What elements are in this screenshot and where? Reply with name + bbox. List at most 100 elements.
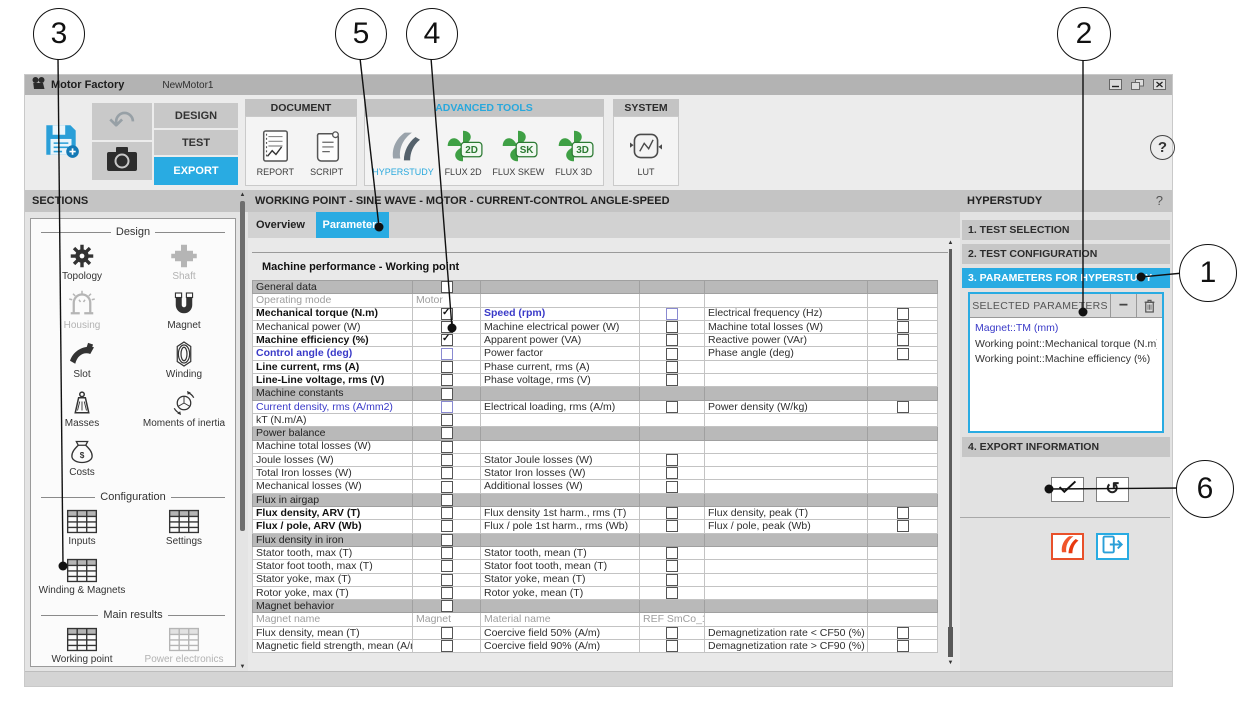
- tool-lut-button[interactable]: LUT: [624, 126, 668, 177]
- checkbox[interactable]: [666, 480, 678, 493]
- checkbox[interactable]: [666, 560, 678, 573]
- selected-parameter-item[interactable]: Working point::Mechanical torque (N.m): [975, 337, 1157, 350]
- sidebar-item-masses[interactable]: Masses: [31, 386, 133, 435]
- sidebar-item-working-point[interactable]: Working point: [31, 622, 133, 666]
- sidebar-item-topology[interactable]: Topology: [31, 239, 133, 288]
- hyperstudy-step-1[interactable]: 1. TEST SELECTION: [962, 220, 1170, 240]
- checkbox[interactable]: [666, 547, 678, 559]
- checkbox[interactable]: [666, 520, 678, 533]
- scrollbar-thumb[interactable]: [948, 627, 953, 657]
- section-checkbox[interactable]: [440, 387, 453, 400]
- checkbox[interactable]: [666, 321, 678, 333]
- close-button-icon[interactable]: [1153, 79, 1166, 90]
- hyperstudy-step-3[interactable]: 3. PARAMETERS FOR HYPERSTUDY: [962, 268, 1170, 288]
- section-checkbox[interactable]: [440, 281, 453, 293]
- scroll-down-icon[interactable]: ▼: [947, 660, 954, 666]
- checkbox[interactable]: [666, 627, 678, 639]
- tool-flux-skew-button[interactable]: SK FLUX SKEW: [492, 126, 544, 177]
- tab-parameters[interactable]: Parameters: [316, 212, 389, 238]
- tab-overview[interactable]: Overview: [256, 219, 305, 231]
- checkbox[interactable]: [440, 520, 453, 533]
- restore-button-icon[interactable]: [1131, 79, 1144, 90]
- sidebar-item-inputs[interactable]: Inputs: [31, 504, 133, 553]
- checkbox[interactable]: [440, 374, 453, 386]
- tool-hyperstudy-button[interactable]: HYPERSTUDY: [372, 126, 434, 177]
- scrollbar-track[interactable]: [949, 249, 952, 646]
- checkbox[interactable]: [666, 361, 678, 373]
- checkbox[interactable]: [440, 467, 453, 479]
- main-scrollbar[interactable]: ▲ ▼: [946, 240, 955, 666]
- checkbox[interactable]: [896, 348, 909, 360]
- sidebar-item-winding-magnets[interactable]: Winding & Magnets: [31, 553, 133, 602]
- checkbox[interactable]: [896, 640, 909, 652]
- sidebar-scrollbar[interactable]: ▲ ▼: [238, 192, 247, 670]
- open-hyperstudy-button[interactable]: [1051, 533, 1084, 560]
- minimize-button-icon[interactable]: [1109, 79, 1122, 90]
- undo-button[interactable]: ↶: [92, 103, 152, 140]
- tool-report-button[interactable]: REPORT: [253, 126, 297, 177]
- checkbox[interactable]: [896, 507, 909, 519]
- checkbox[interactable]: [666, 507, 678, 519]
- scroll-up-icon[interactable]: ▲: [947, 240, 954, 246]
- checkbox[interactable]: [440, 441, 453, 453]
- checkbox[interactable]: [666, 308, 678, 320]
- checkbox[interactable]: [896, 321, 909, 333]
- section-checkbox[interactable]: [440, 494, 453, 506]
- help-button[interactable]: ?: [1150, 135, 1175, 160]
- sidebar-item-slot[interactable]: Slot: [31, 337, 133, 386]
- sidebar-item-winding[interactable]: Winding: [133, 337, 235, 386]
- checkbox[interactable]: [440, 348, 453, 360]
- checkbox[interactable]: [896, 308, 909, 320]
- checkbox[interactable]: [440, 507, 453, 519]
- tool-flux-3d-button[interactable]: 3D FLUX 3D: [552, 126, 596, 177]
- validate-button[interactable]: [1051, 477, 1084, 502]
- scrollbar-thumb[interactable]: [240, 201, 245, 531]
- checkbox[interactable]: [440, 640, 453, 652]
- sidebar-item-settings[interactable]: Settings: [133, 504, 235, 553]
- checkbox[interactable]: [440, 480, 453, 493]
- selected-parameter-item[interactable]: Magnet::TM (mm): [975, 322, 1059, 334]
- checkbox[interactable]: [666, 348, 678, 360]
- tool-flux-2d-button[interactable]: 2D FLUX 2D: [441, 126, 485, 177]
- panel-help-button[interactable]: ?: [1155, 193, 1163, 208]
- checkbox[interactable]: [666, 401, 678, 413]
- checkbox[interactable]: [440, 414, 453, 426]
- export-button[interactable]: [1096, 533, 1129, 560]
- checkbox[interactable]: [666, 334, 678, 346]
- checkbox[interactable]: [440, 627, 453, 639]
- checkbox[interactable]: [440, 334, 453, 346]
- checkbox[interactable]: [440, 361, 453, 373]
- checkbox[interactable]: [666, 374, 678, 386]
- scroll-down-icon[interactable]: ▼: [239, 664, 246, 670]
- save-button[interactable]: [33, 103, 89, 181]
- tool-script-button[interactable]: SCRIPT: [305, 126, 349, 177]
- reset-button[interactable]: ↺: [1096, 477, 1129, 502]
- section-checkbox[interactable]: [440, 534, 453, 546]
- clear-parameters-button[interactable]: [1136, 294, 1162, 317]
- checkbox[interactable]: [440, 547, 453, 559]
- remove-parameter-button[interactable]: −: [1110, 294, 1136, 317]
- checkbox[interactable]: [666, 640, 678, 652]
- checkbox[interactable]: [666, 587, 678, 599]
- checkbox[interactable]: [666, 454, 678, 466]
- checkbox[interactable]: [440, 321, 453, 333]
- screenshot-button[interactable]: [92, 142, 152, 180]
- section-checkbox[interactable]: [440, 427, 453, 440]
- checkbox[interactable]: [896, 401, 909, 413]
- scroll-up-icon[interactable]: ▲: [239, 192, 246, 198]
- checkbox[interactable]: [896, 627, 909, 639]
- checkbox[interactable]: [440, 308, 453, 320]
- checkbox[interactable]: [440, 560, 453, 573]
- checkbox[interactable]: [440, 574, 453, 586]
- section-checkbox[interactable]: [440, 600, 453, 612]
- sidebar-item-moments-of-inertia[interactable]: Moments of inertia: [133, 386, 235, 435]
- nav-test-button[interactable]: TEST: [154, 130, 238, 155]
- sidebar-item-costs[interactable]: $ Costs: [31, 435, 133, 484]
- hyperstudy-step-2[interactable]: 2. TEST CONFIGURATION: [962, 244, 1170, 264]
- checkbox[interactable]: [896, 520, 909, 533]
- checkbox[interactable]: [440, 454, 453, 466]
- sidebar-item-magnet[interactable]: Magnet: [133, 288, 235, 337]
- checkbox[interactable]: [666, 574, 678, 586]
- checkbox[interactable]: [666, 467, 678, 479]
- checkbox[interactable]: [440, 401, 453, 413]
